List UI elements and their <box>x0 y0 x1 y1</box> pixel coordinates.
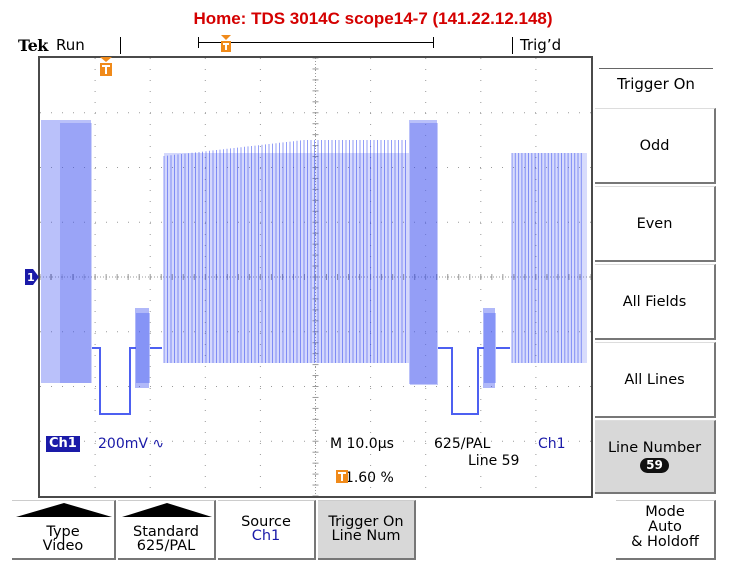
side-menu-title: Trigger On <box>599 68 713 102</box>
trigger-source-readout: Ch1 <box>538 436 566 452</box>
trigger-position-icon <box>221 35 231 52</box>
channel-1-ground-marker[interactable]: 1 <box>25 269 39 285</box>
status-bar: Tek Run Trig’d <box>0 34 746 56</box>
volts-per-div-readout: 200mV ∿ <box>98 436 165 452</box>
bottom-button-standard[interactable]: Standard 625/PAL <box>118 500 216 560</box>
line-number-value: 59 <box>640 458 669 473</box>
side-button-line-number[interactable]: Line Number 59 <box>595 420 716 494</box>
bottom-button-trigger-on[interactable]: Trigger On Line Num <box>318 500 416 560</box>
window-title: Home: TDS 3014C scope14-7 (141.22.12.148… <box>193 9 553 28</box>
trigger-point-marker <box>100 57 112 76</box>
ch1-waveform-trace <box>41 120 587 415</box>
bottom-button-mode-holdoff[interactable]: Mode Auto & Holdoff <box>616 500 716 560</box>
side-button-odd[interactable]: Odd <box>595 108 716 184</box>
channel-badge: Ch1 <box>46 436 80 452</box>
trigger-state: Trig’d <box>520 36 562 54</box>
video-standard-readout: 625/PAL <box>434 436 491 452</box>
waveform-display[interactable]: Ch1 200mV ∿ M 10.0µs 625/PAL Ch1 Line 59… <box>38 56 593 498</box>
record-view-bar <box>198 37 434 48</box>
status-divider <box>512 37 513 54</box>
svg-text:1: 1 <box>27 271 35 284</box>
brand-logo: Tek <box>18 36 48 55</box>
side-button-all-fields[interactable]: All Fields <box>595 264 716 340</box>
line-number-readout: Line 59 <box>468 453 520 469</box>
bottom-button-source[interactable]: Source Ch1 <box>218 500 316 560</box>
trigger-position-readout: 11.60 % <box>336 470 394 486</box>
side-button-even[interactable]: Even <box>595 186 716 262</box>
popup-indicator-icon <box>122 503 212 517</box>
ac-coupling-icon: ∿ <box>152 436 165 452</box>
waveform-graticule <box>40 58 591 496</box>
timebase-readout: M 10.0µs <box>330 436 394 452</box>
trigger-icon <box>336 470 348 483</box>
bottom-button-type[interactable]: Type Video <box>12 500 116 560</box>
bottom-menu: Type Video Standard 625/PAL Source Ch1 T… <box>0 500 746 582</box>
acquisition-state: Run <box>56 36 85 54</box>
popup-indicator-icon <box>16 503 112 517</box>
side-button-all-lines[interactable]: All Lines <box>595 342 716 418</box>
status-divider <box>120 37 121 54</box>
